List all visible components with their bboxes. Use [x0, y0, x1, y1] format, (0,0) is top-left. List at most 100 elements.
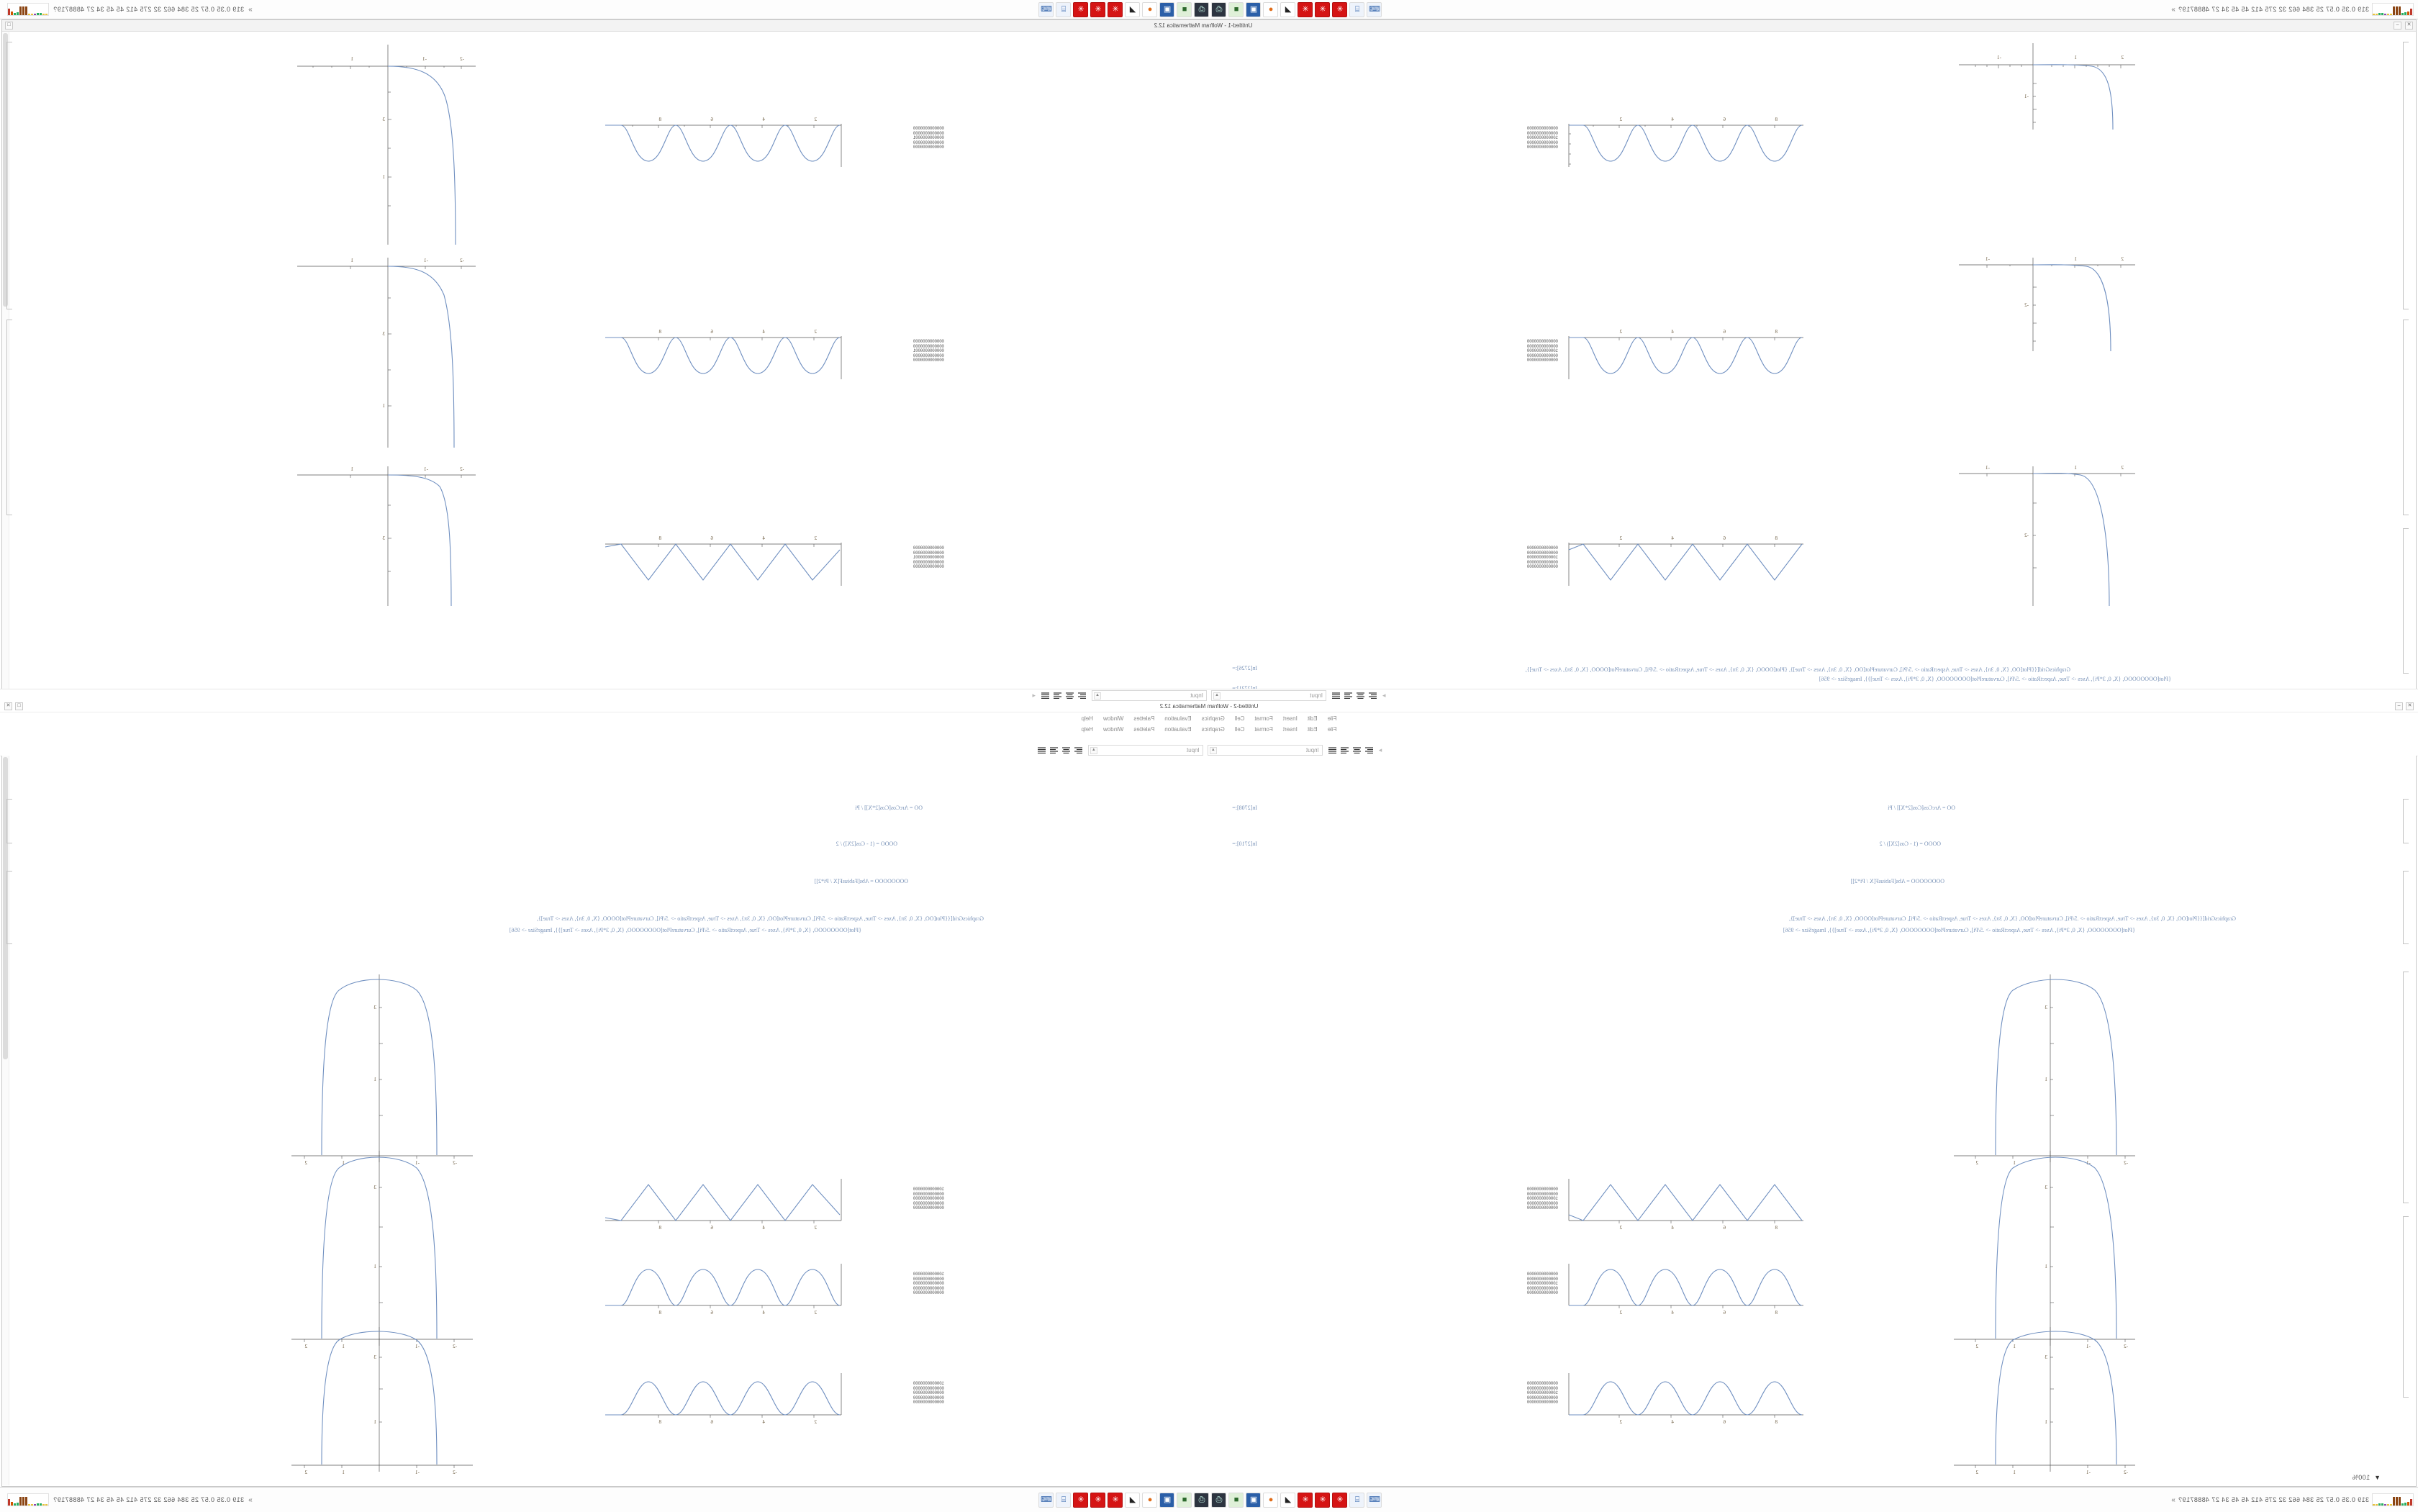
align-justify-button-2[interactable] — [1040, 690, 1051, 701]
mathematica-icon-1-top[interactable]: ✳ — [1332, 1, 1348, 17]
chevron-down-icon[interactable]: ▼ — [2374, 1474, 2381, 1481]
align-center-button-2[interactable] — [1064, 690, 1075, 701]
mathematica-icon-3-bottom[interactable]: ✳ — [1298, 1492, 1313, 1508]
lower-menu-cell[interactable]: Cell — [1234, 725, 1245, 733]
lower-menu-edit[interactable]: Edit — [1307, 725, 1318, 733]
save-disk-icon-bottom[interactable]: ▣ — [1246, 1492, 1262, 1508]
lower-menu-evaluation[interactable]: Evaluation — [1164, 725, 1192, 733]
chevron-double-icon-bottom[interactable]: » — [2171, 1495, 2175, 1504]
align-left-button-2[interactable] — [1077, 690, 1087, 701]
align-center-button-lower[interactable] — [1351, 745, 1362, 756]
computer-icon-2-bottom[interactable]: ⌨ — [1038, 1492, 1054, 1508]
terminal-icon-top[interactable]: ■ — [1228, 1, 1244, 17]
cpu-graph-widget-top-right[interactable] — [7, 3, 49, 16]
code-mirror-left-2[interactable]: OOOO = (1 - Cos[2X]) / 2 — [1879, 841, 1941, 847]
code-mirror-left-3[interactable]: OOOOOOOO = Abs[FabiusF[X / Pi*2]] — [1850, 878, 1944, 884]
firefox-icon-top[interactable]: ● — [1263, 1, 1279, 17]
chevron-up-icon[interactable]: ▲ — [1213, 692, 1221, 700]
mathematica-icon-6-top[interactable]: ✳ — [1073, 1, 1089, 17]
calculator-icon-2-bottom[interactable]: ⌸ — [1056, 1492, 1072, 1508]
lower-menu-help[interactable]: Help — [1081, 725, 1093, 733]
printer-icon-2-top[interactable]: ⎙ — [1194, 1, 1210, 17]
terminal-icon-2-top[interactable]: ■ — [1177, 1, 1192, 17]
cell-bracket[interactable] — [2403, 528, 2409, 674]
notebook-canvas-upper[interactable]: 2 1 -1 -1 — [2, 32, 2416, 689]
cell-bracket[interactable] — [6, 871, 12, 944]
calculator-icon-top[interactable]: ⌸ — [1349, 1, 1365, 17]
chevron-double-icon-bottom-right[interactable]: » — [248, 1495, 253, 1504]
align-center-button[interactable] — [1355, 690, 1366, 701]
calculator-icon-bottom[interactable]: ⌸ — [1349, 1492, 1365, 1508]
align-button-group-left[interactable] — [1331, 690, 1378, 701]
upper-menu-edit[interactable]: Edit — [1307, 715, 1318, 722]
chevron-up-icon-2[interactable]: ▲ — [1094, 692, 1101, 700]
computer-icon-top[interactable]: ⌨ — [1367, 1, 1382, 17]
code-line[interactable]: GraphicsGrid[{{Plot[OO, {X, 0, 3π}, Axes… — [1525, 666, 2070, 673]
code-mirror-left-4[interactable]: GraphicsGrid[{{Plot[OO, {X, 0, 3π}, Axes… — [1789, 915, 2236, 922]
code-line-lower-2[interactable]: OOOO = (1 - Cos[2X]) / 2 — [836, 841, 897, 847]
upper-menu-palettes[interactable]: Palettes — [1133, 715, 1155, 722]
code-line[interactable]: {Plot[OOOOOOOO, {X, 0, 3*Pi}, Axes -> Tr… — [1819, 676, 2171, 682]
titlebar-lower[interactable]: ✕ – Untitled-2 - Wolfram Mathematica 12.… — [0, 701, 2418, 712]
upper-menu-window[interactable]: Window — [1102, 715, 1124, 722]
close-button-upper[interactable]: ✕ — [2405, 22, 2413, 30]
cpu-graph-widget-bottom-right[interactable] — [7, 1493, 49, 1506]
computer-icon-bottom[interactable]: ⌨ — [1367, 1492, 1382, 1508]
terminal-icon-bottom[interactable]: ■ — [1228, 1492, 1244, 1508]
align-left-button-lower[interactable] — [1364, 745, 1375, 756]
minimize-button-upper[interactable]: – — [2394, 22, 2401, 30]
upper-menu-evaluation[interactable]: Evaluation — [1164, 715, 1192, 722]
mathematica-icon-5-bottom[interactable]: ✳ — [1090, 1492, 1106, 1508]
firefox-icon-2-bottom[interactable]: ● — [1142, 1492, 1158, 1508]
menubar-lower[interactable]: File Edit Insert Format Cell Graphics Evaluati… — [0, 724, 2418, 734]
mathematica-icon-2-top[interactable]: ✳ — [1315, 1, 1331, 17]
lower-menu-format[interactable]: Format — [1254, 725, 1273, 733]
align-button-group-lower-left[interactable] — [1327, 745, 1375, 756]
printer-icon-top[interactable]: ⎙ — [1211, 1, 1227, 17]
expand-arrow-icon-lower[interactable]: ▸ — [1378, 746, 1382, 753]
lower-menu-window[interactable]: Window — [1102, 725, 1124, 733]
cell-style-select-left[interactable]: Input ▲ — [1211, 689, 1326, 701]
titlebar-upper[interactable]: ✕ – Untitled-1 - Wolfram Mathematica 12.… — [2, 20, 2416, 32]
upper-menu-cell[interactable]: Cell — [1234, 715, 1245, 722]
notebook-toolbar-upper[interactable]: ▸ Input ▲ — [0, 689, 2418, 701]
align-justify-button-lower-2[interactable] — [1036, 745, 1047, 756]
mathematica-icon-4-bottom[interactable]: ✳ — [1108, 1492, 1123, 1508]
expand-arrow-icon[interactable]: ▸ — [1382, 691, 1386, 699]
mathematica-window-upper[interactable]: ✕ – Untitled-1 - Wolfram Mathematica 12.… — [1, 19, 2417, 689]
cell-bracket[interactable] — [2403, 972, 2409, 1203]
inkscape-icon-top[interactable]: ◢ — [1280, 1, 1296, 17]
cell-bracket[interactable] — [2403, 871, 2409, 944]
lower-menu-graphics[interactable]: Graphics — [1201, 725, 1225, 733]
save-disk-icon-2-bottom[interactable]: ▣ — [1159, 1492, 1175, 1508]
maximize-button-upper[interactable]: □ — [5, 22, 13, 30]
align-left-button[interactable] — [1367, 690, 1378, 701]
align-left-button-lower-2[interactable] — [1073, 745, 1084, 756]
cell-bracket[interactable] — [2403, 320, 2409, 515]
lower-menu-palettes[interactable]: Palettes — [1133, 725, 1155, 733]
minimize-button-lower[interactable]: – — [2395, 702, 2403, 710]
lower-menu-file[interactable]: File — [1327, 725, 1337, 733]
mathematica-icon-4-top[interactable]: ✳ — [1108, 1, 1123, 17]
cell-bracket[interactable] — [6, 799, 12, 843]
align-right-button-2[interactable] — [1052, 690, 1063, 701]
cpu-graph-widget-bottom[interactable] — [2372, 1493, 2414, 1506]
zoom-control[interactable]: ▼ 100% — [2352, 1474, 2381, 1481]
inkscape-icon-bottom[interactable]: ◢ — [1280, 1492, 1296, 1508]
upper-menu-file[interactable]: File — [1327, 715, 1337, 722]
save-disk-icon-top[interactable]: ▣ — [1246, 1, 1262, 17]
chevron-double-icon-top-right[interactable]: » — [248, 5, 253, 14]
cell-style-select-right[interactable]: Input ▲ — [1092, 689, 1207, 701]
cell-bracket[interactable] — [2403, 799, 2409, 843]
align-right-button-lower-2[interactable] — [1049, 745, 1059, 756]
firefox-icon-bottom[interactable]: ● — [1263, 1492, 1279, 1508]
align-button-group-right[interactable] — [1040, 690, 1087, 701]
mathematica-icon-3-top[interactable]: ✳ — [1298, 1, 1313, 17]
calculator-icon-2-top[interactable]: ⌸ — [1056, 1, 1072, 17]
cell-style-select-lower-right[interactable]: Input ▲ — [1087, 744, 1203, 756]
cell-style-select-lower-left[interactable]: Input ▲ — [1207, 744, 1323, 756]
upper-menu-graphics[interactable]: Graphics — [1201, 715, 1225, 722]
save-disk-icon-2-top[interactable]: ▣ — [1159, 1, 1175, 17]
cell-bracket[interactable] — [6, 320, 12, 515]
firefox-icon-2-top[interactable]: ● — [1142, 1, 1158, 17]
